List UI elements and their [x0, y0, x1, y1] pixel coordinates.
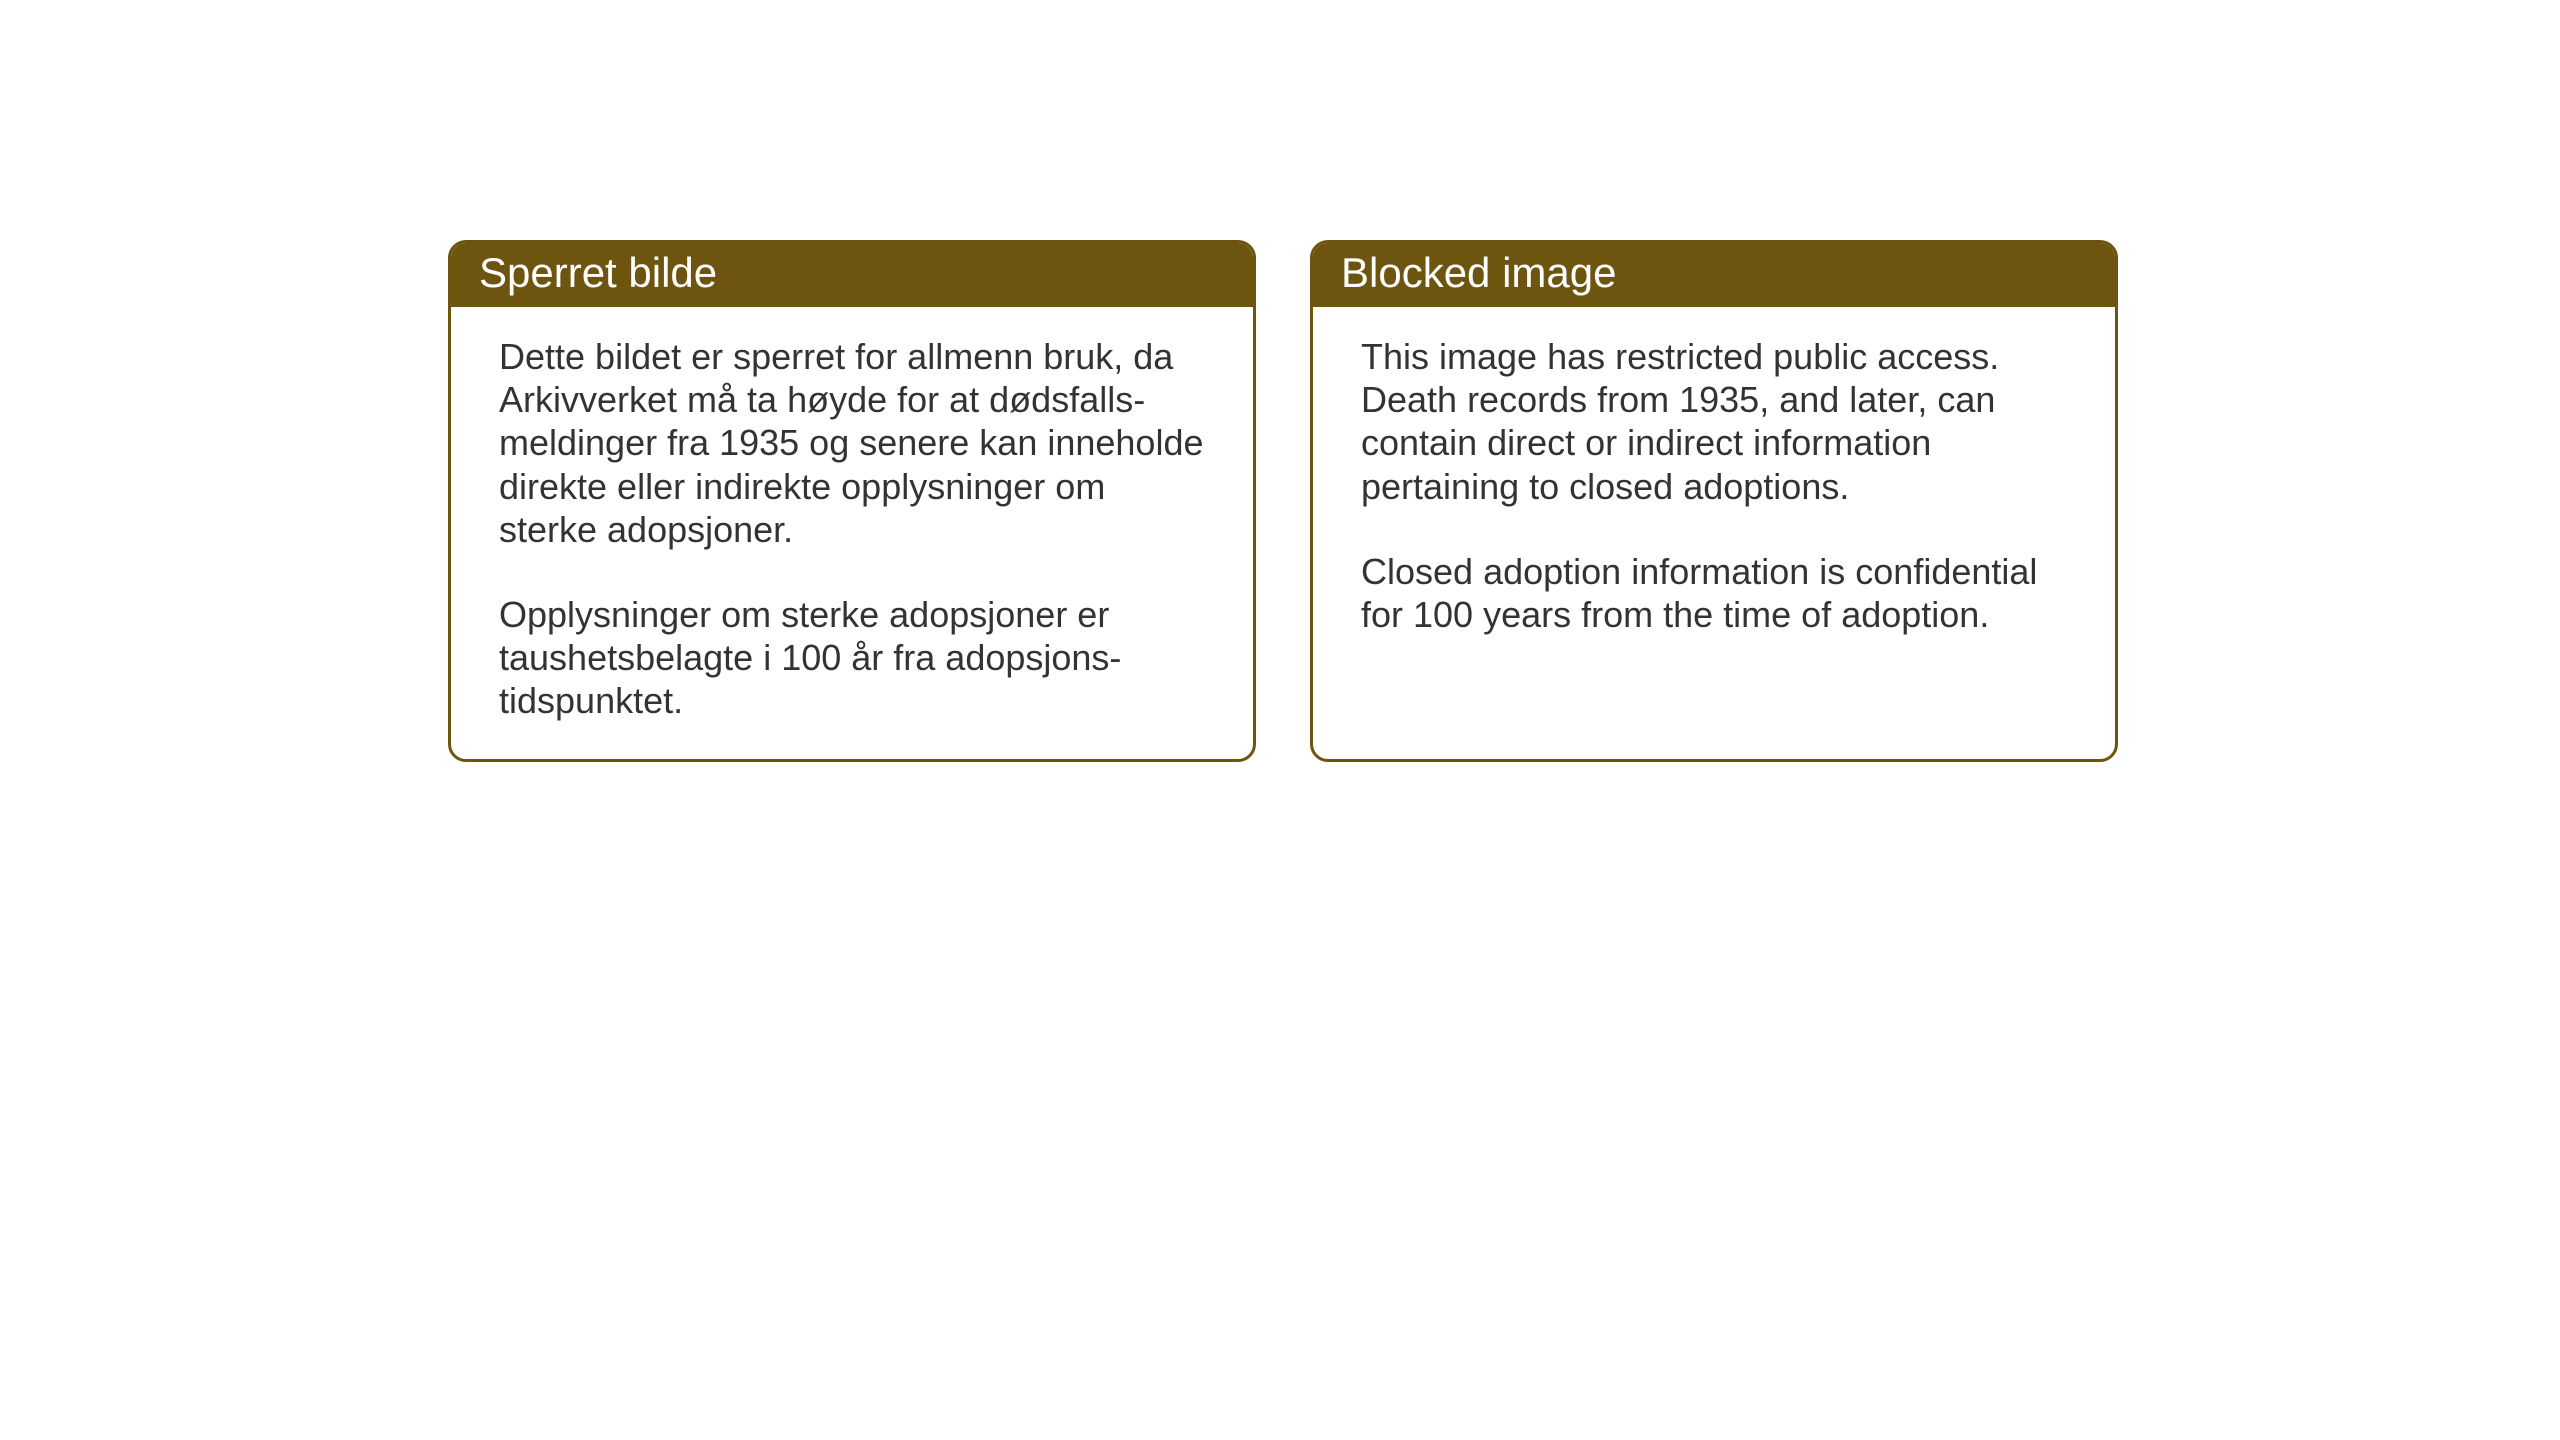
card-paragraph-1-english: This image has restricted public access.… — [1361, 335, 2075, 508]
card-header-norwegian: Sperret bilde — [451, 243, 1253, 307]
card-header-english: Blocked image — [1313, 243, 2115, 307]
card-title-english: Blocked image — [1341, 249, 1616, 296]
card-body-norwegian: Dette bildet er sperret for allmenn bruk… — [451, 307, 1253, 759]
card-paragraph-2-english: Closed adoption information is confident… — [1361, 550, 2075, 636]
card-title-norwegian: Sperret bilde — [479, 249, 717, 296]
card-body-english: This image has restricted public access.… — [1313, 307, 2115, 672]
notice-container: Sperret bilde Dette bildet er sperret fo… — [448, 240, 2118, 762]
notice-card-norwegian: Sperret bilde Dette bildet er sperret fo… — [448, 240, 1256, 762]
notice-card-english: Blocked image This image has restricted … — [1310, 240, 2118, 762]
card-paragraph-2-norwegian: Opplysninger om sterke adopsjoner er tau… — [499, 593, 1213, 723]
card-paragraph-1-norwegian: Dette bildet er sperret for allmenn bruk… — [499, 335, 1213, 551]
